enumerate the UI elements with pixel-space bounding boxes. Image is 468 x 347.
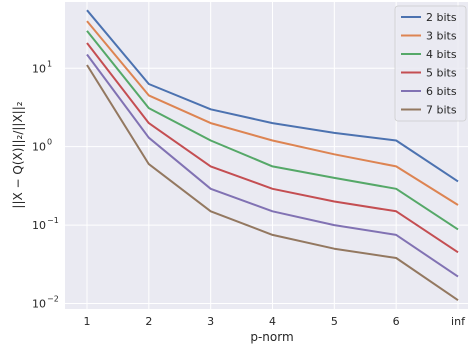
series-lines (86, 9, 459, 302)
x-tick-label: 1 (84, 315, 91, 328)
x-tick-labels: 1 2 3 4 5 6 inf (84, 315, 467, 328)
series-line (86, 20, 459, 206)
y-tick-label: 10 (32, 141, 46, 154)
x-tick-label: 4 (269, 315, 276, 328)
legend-label: 7 bits (426, 104, 457, 117)
series-line (86, 53, 459, 278)
x-tick-label: inf (451, 315, 466, 328)
legend-label: 2 bits (426, 11, 457, 24)
series-line (86, 9, 459, 183)
x-axis-label: p-norm (250, 330, 293, 344)
y-tick-exponent: −1 (47, 216, 59, 225)
series-line (86, 30, 459, 231)
legend: 2 bits 3 bits 4 bits 5 bits 6 bits 7 bits (394, 5, 467, 122)
y-tick-exponent: 1 (47, 59, 52, 68)
y-tick-label: 10 (32, 219, 46, 232)
series-line (86, 42, 459, 254)
x-tick-label: 2 (145, 315, 152, 328)
y-tick-exponent: −2 (47, 294, 59, 303)
x-tick-label: 3 (207, 315, 214, 328)
x-tick-label: 6 (393, 315, 400, 328)
series-line (86, 64, 459, 302)
legend-label: 4 bits (426, 48, 457, 61)
y-axis-label: ||X − Q(X)||₂/||X||₂ (11, 101, 25, 208)
y-tick-label: 10 (32, 297, 46, 310)
legend-label: 6 bits (426, 85, 457, 98)
y-tick-exponent: 0 (47, 138, 52, 147)
legend-label: 5 bits (426, 67, 457, 80)
y-tick-label: 10 (32, 62, 46, 75)
x-tick-label: 5 (331, 315, 338, 328)
legend-label: 3 bits (426, 30, 457, 43)
